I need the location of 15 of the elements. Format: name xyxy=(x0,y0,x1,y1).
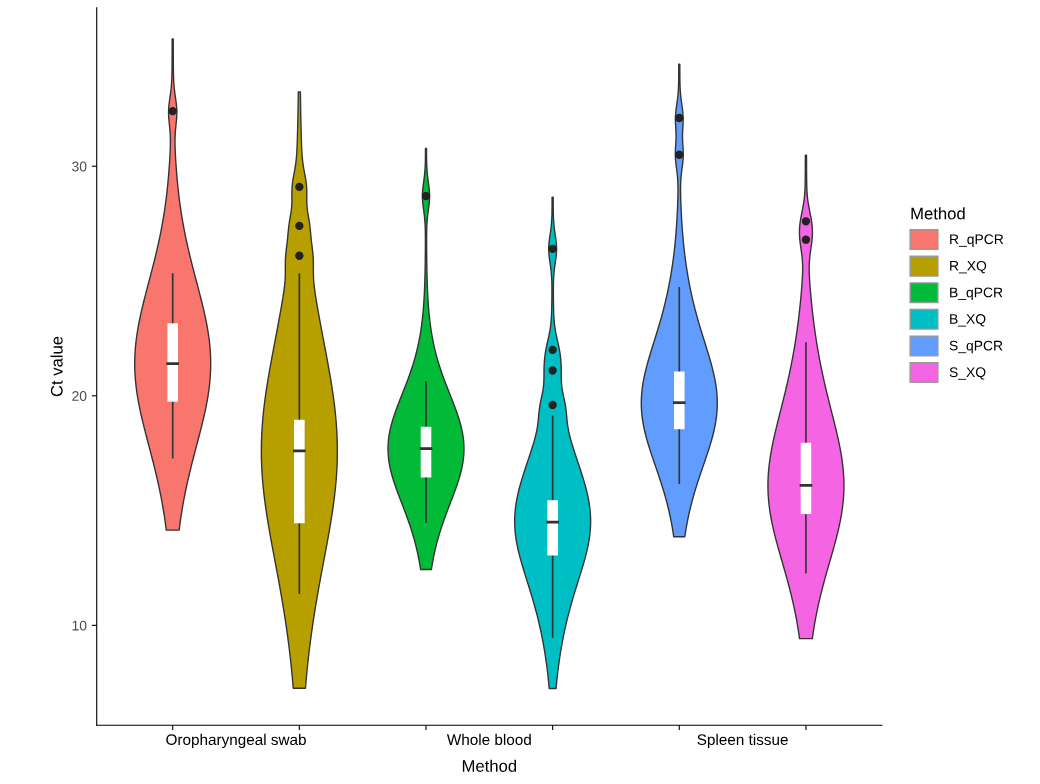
text: Spleen tissue xyxy=(697,733,788,749)
x-axis-title: Method xyxy=(462,759,517,772)
legend-label: S_XQ xyxy=(949,367,986,380)
legend-label: R_qPCR xyxy=(950,234,1004,247)
legend-title: Method xyxy=(911,207,965,220)
legend-label: S_qPCR xyxy=(949,340,1003,354)
legend-label: B_XQ xyxy=(950,314,986,327)
text: Oropharyngeal swab xyxy=(166,733,306,749)
y-tick-label: 10 xyxy=(72,620,87,631)
y-axis-title: Ct value xyxy=(50,336,63,397)
legend-label: R_XQ xyxy=(950,260,987,274)
y-tick-label: 30 xyxy=(72,161,87,172)
text: Whole blood xyxy=(446,733,531,746)
y-tick-label: 20 xyxy=(72,391,87,401)
legend-label: B_qPCR xyxy=(950,287,1003,301)
